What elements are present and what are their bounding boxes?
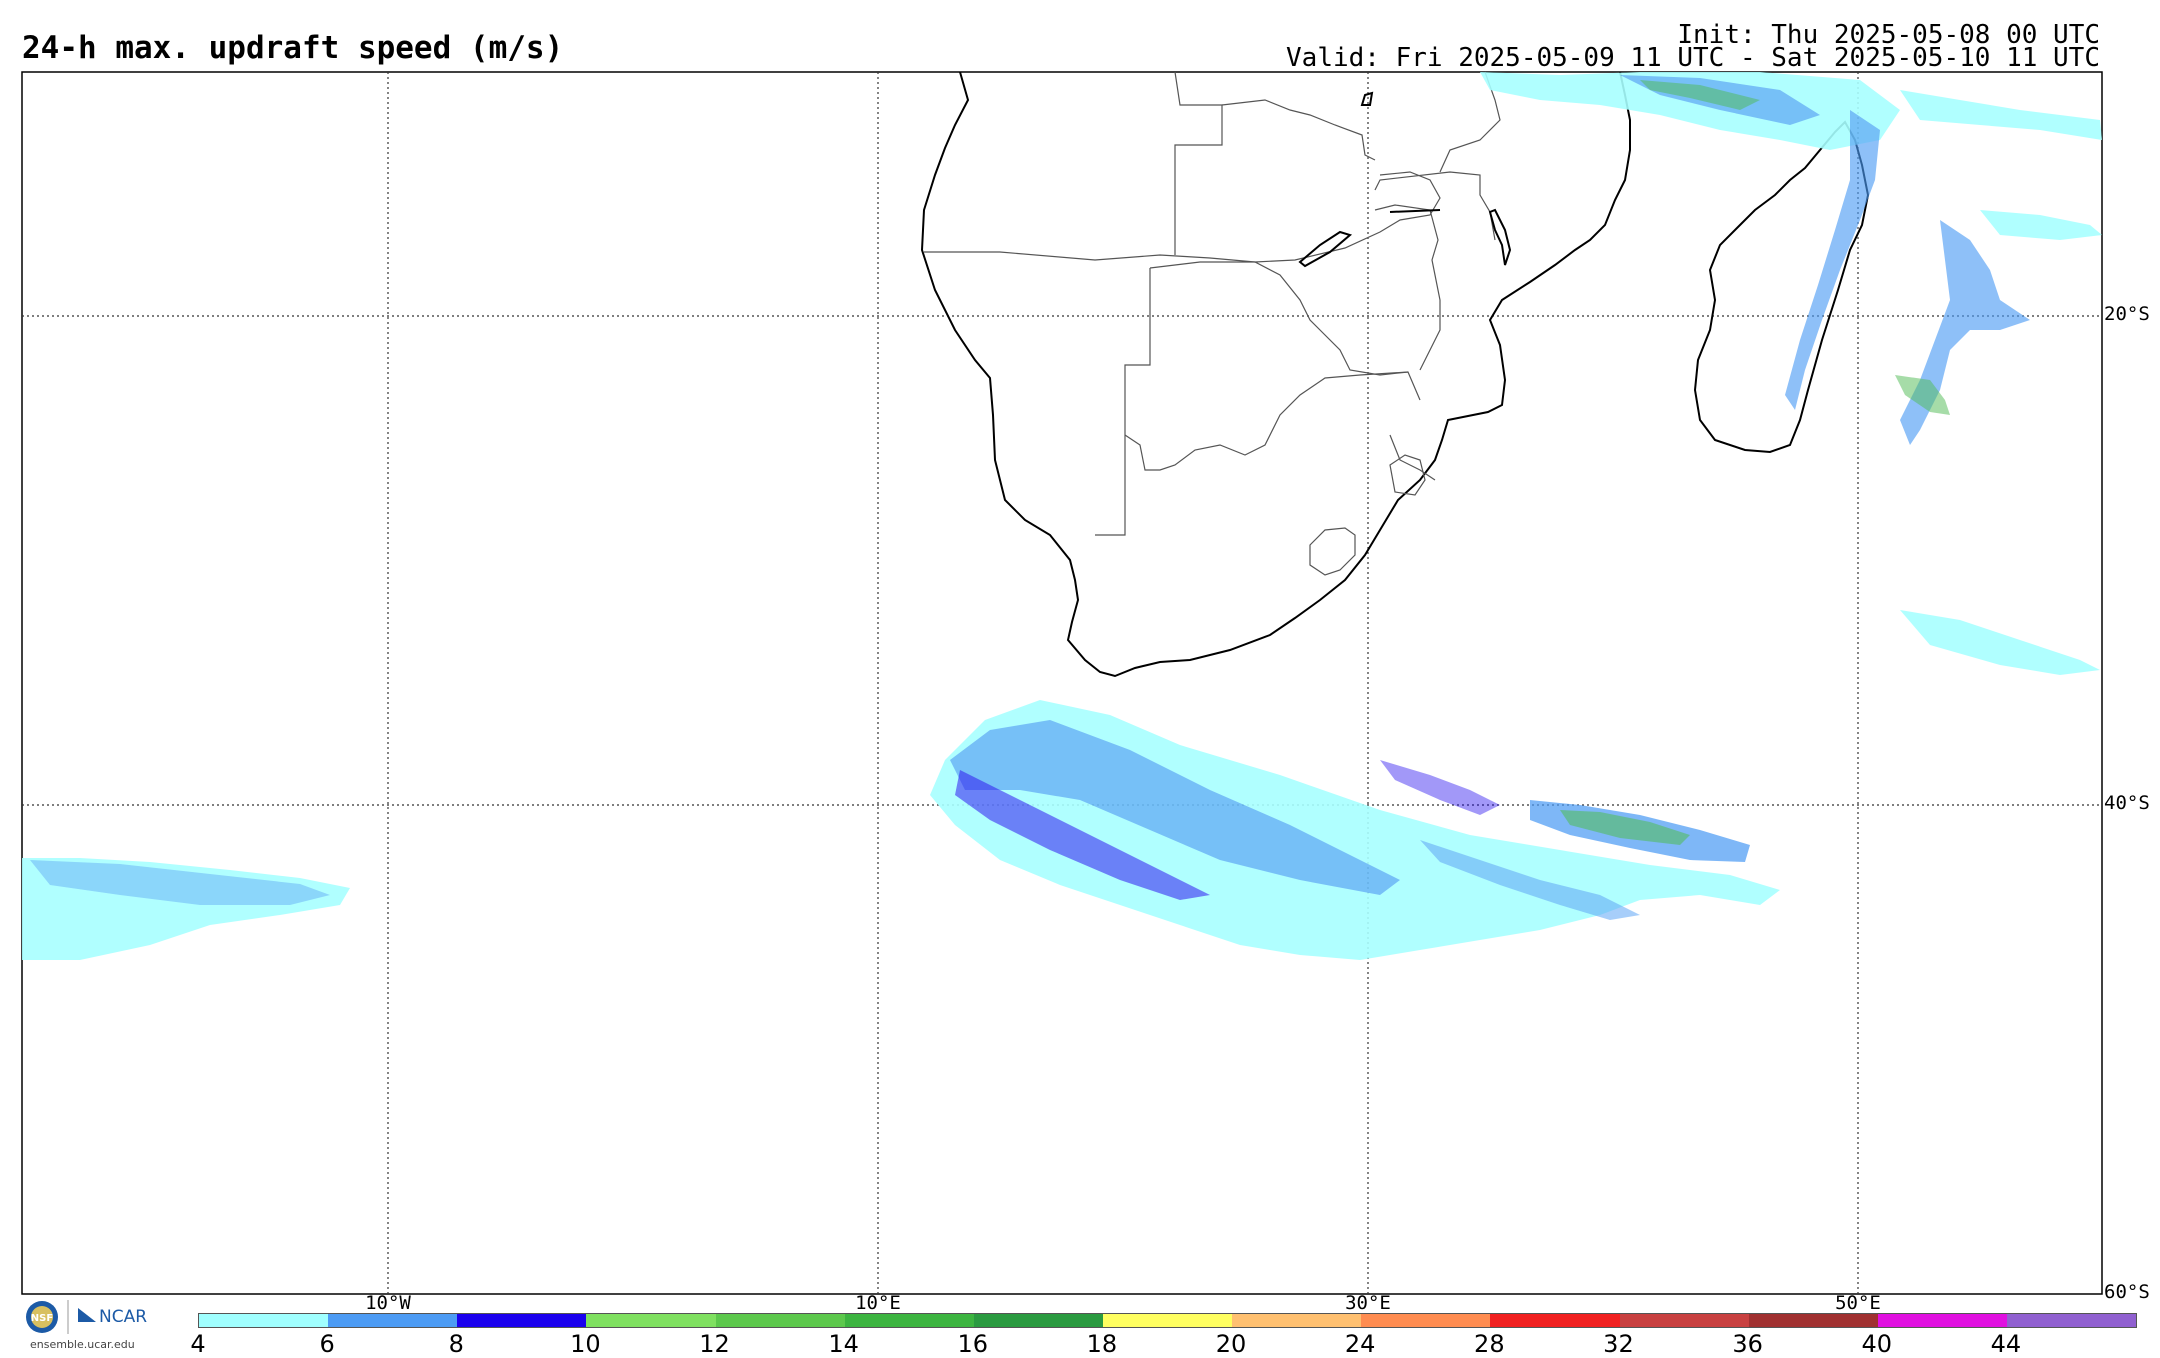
colorbar-segment xyxy=(1619,1314,1749,1327)
ensemble-url: ensemble.ucar.edu xyxy=(30,1338,135,1351)
colorbar xyxy=(198,1313,2137,1328)
colorbar-tick-label: 16 xyxy=(957,1330,989,1358)
updraft-field xyxy=(22,72,2102,960)
colorbar-segment xyxy=(586,1314,716,1327)
colorbar-segment xyxy=(973,1314,1103,1327)
colorbar-segment xyxy=(1232,1314,1362,1327)
lon-label-30e: 30°E xyxy=(1345,1292,1391,1314)
valid-time: Valid: Fri 2025-05-09 11 UTC - Sat 2025-… xyxy=(1286,43,2100,73)
country-borders xyxy=(924,71,1501,576)
ncar-logo-icon xyxy=(78,1308,96,1322)
colorbar-segment xyxy=(457,1314,587,1327)
colorbar-segment xyxy=(1748,1314,1878,1327)
colorbar-segment xyxy=(1490,1314,1620,1327)
nsf-ncar-logo: NSF NCAR xyxy=(26,1300,147,1334)
lon-label-10w: 10°W xyxy=(365,1292,411,1314)
africa-coastline xyxy=(920,71,1631,678)
init-time: Init: Thu 2025-05-08 00 UTC xyxy=(1677,20,2100,50)
colorbar-segment xyxy=(715,1314,845,1327)
colorbar-tick-label: 32 xyxy=(1603,1330,1634,1358)
lat-label-60s: 60°S xyxy=(2104,1281,2150,1303)
colorbar-segment xyxy=(328,1314,458,1327)
colorbar-tick-label: 40 xyxy=(1861,1330,1892,1358)
colorbar-tick-label: 44 xyxy=(1990,1330,2022,1358)
colorbar-segment xyxy=(1877,1314,2007,1327)
colorbar-segment xyxy=(844,1314,974,1327)
map-title: 24-h max. updraft speed (m/s) xyxy=(22,30,564,66)
colorbar-segment xyxy=(1361,1314,1491,1327)
lon-label-10e: 10°E xyxy=(855,1292,901,1314)
lat-label-20s: 20°S xyxy=(2104,303,2150,325)
colorbar-segment xyxy=(199,1314,329,1327)
colorbar-tick-label: 28 xyxy=(1474,1330,1505,1358)
lakes xyxy=(1298,91,1512,268)
colorbar-segment xyxy=(1102,1314,1233,1327)
colorbar-tick-label: 14 xyxy=(828,1330,859,1358)
colorbar-tick-label: 18 xyxy=(1086,1330,1118,1358)
map-frame xyxy=(21,71,2103,1295)
colorbar-tick-label: 8 xyxy=(448,1330,464,1358)
colorbar-tick-label: 36 xyxy=(1732,1330,1763,1358)
colorbar-tick-label: 24 xyxy=(1344,1330,1376,1358)
lon-label-50e: 50°E xyxy=(1835,1292,1881,1314)
colorbar-tick-label: 6 xyxy=(319,1330,335,1358)
madagascar-coastline xyxy=(1693,120,1870,454)
colorbar-tick-label: 10 xyxy=(570,1330,601,1358)
ncar-logo-text: NCAR xyxy=(99,1307,147,1327)
lat-label-40s: 40°S xyxy=(2104,792,2150,814)
nsf-logo-text: NSF xyxy=(31,1313,53,1324)
colorbar-segment xyxy=(2006,1314,2137,1327)
graticule xyxy=(22,72,2102,1294)
colorbar-tick-label: 12 xyxy=(699,1330,730,1358)
colorbar-tick-label: 4 xyxy=(190,1330,206,1358)
colorbar-tick-label: 20 xyxy=(1215,1330,1247,1358)
